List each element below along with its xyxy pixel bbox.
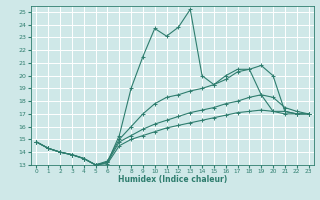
X-axis label: Humidex (Indice chaleur): Humidex (Indice chaleur) bbox=[118, 175, 227, 184]
